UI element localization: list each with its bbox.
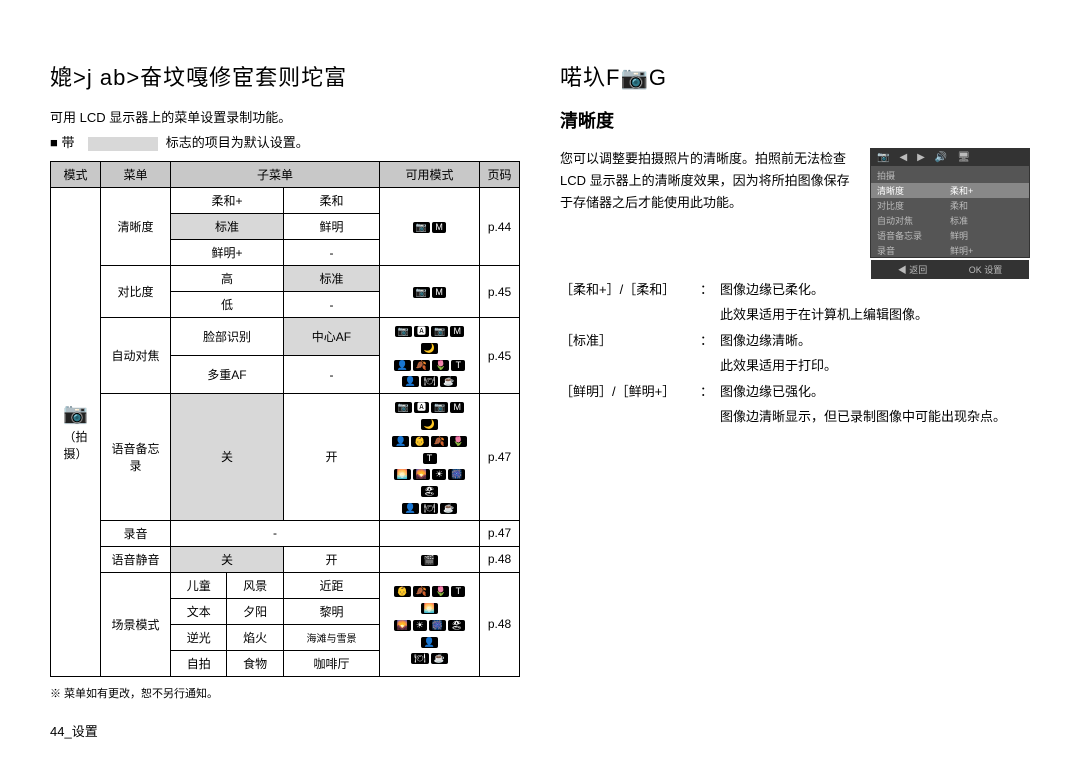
left-title: 媲>j ab>奋坟嘎修宦套则坨富 xyxy=(50,60,520,92)
default-marker-box xyxy=(88,137,158,151)
avail-af: 📷🅰📷M🌙 👤🍂🌷T 👤🍽☕ xyxy=(380,318,480,394)
right-title: 喏圦F📷G xyxy=(560,60,1030,92)
definitions-list: ［柔和+］/［柔和］ ： 图像边缘已柔化。 此效果适用于在计算机上编辑图像。 ［… xyxy=(560,278,1030,428)
th-avail: 可用模式 xyxy=(380,162,480,188)
th-page: 页码 xyxy=(480,162,520,188)
th-menu: 菜单 xyxy=(101,162,171,188)
table-note: ※ 菜单如有更改，恕不另行通知。 xyxy=(50,685,520,701)
section-paragraph: 您可以调整要拍摄照片的清晰度。拍照前无法检查 LCD 显示器上的清晰度效果，因为… xyxy=(560,148,858,258)
avail-mute: 🎬 xyxy=(380,546,480,572)
avail-sharpness: 📷M xyxy=(380,188,480,266)
page-number: 44_设置 xyxy=(50,721,520,740)
intro-line-1: 可用 LCD 显示器上的菜单设置录制功能。 xyxy=(50,107,520,126)
section-heading: 清晰度 xyxy=(560,107,1030,133)
intro-line-2: ■ 带 标志的项目为默认设置。 xyxy=(50,132,520,151)
camera-icon: 📷 xyxy=(877,152,889,163)
preview-tabs: 📷 ◀ ▶ 🔊 🖥 xyxy=(871,149,1029,166)
mode-cell: 📷 （拍摄） xyxy=(51,188,101,677)
settings-table: 模式 菜单 子菜单 可用模式 页码 📷 （拍摄） 清晰度 柔和+ 柔和 xyxy=(50,161,520,677)
camera-icon: 📷 xyxy=(57,401,94,426)
avail-scene: 👶🍂🌷T🌅 🌄☀🎆🏖👤 🍽☕ xyxy=(380,572,480,676)
lcd-preview: 📷 ◀ ▶ 🔊 🖥 拍摄 清晰度柔和+ 对比度柔和 自动对焦标准 语音备忘录鲜明… xyxy=(870,148,1030,258)
avail-voicememo: 📷🅰📷M🌙 👤👶🍂🌷T 🌅🌄☀🎆🏖 👤🍽☕ xyxy=(380,394,480,521)
th-submenu: 子菜单 xyxy=(171,162,380,188)
avail-contrast: 📷M xyxy=(380,266,480,318)
th-mode: 模式 xyxy=(51,162,101,188)
